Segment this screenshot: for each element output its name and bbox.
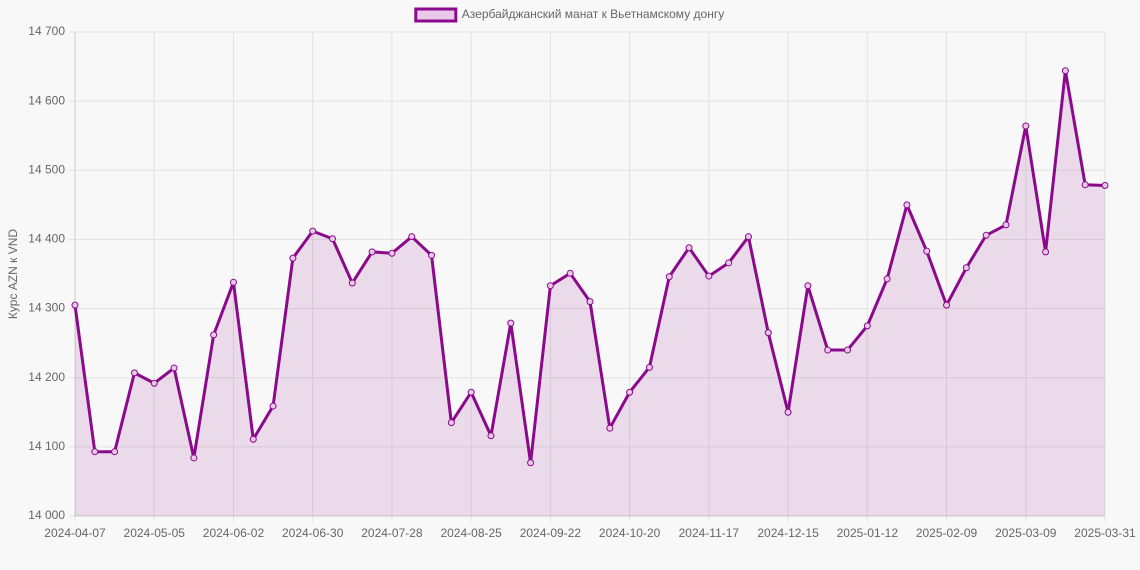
point	[923, 247, 931, 255]
point	[606, 424, 614, 432]
point	[962, 264, 970, 272]
legend-swatch	[414, 7, 458, 23]
point	[348, 279, 356, 287]
point	[507, 319, 515, 327]
x-tick-label: 2024-07-28	[361, 526, 423, 540]
point	[982, 231, 990, 239]
x-tick-label: 2025-03-09	[995, 526, 1057, 540]
x-tick-label: 2024-09-22	[520, 526, 582, 540]
point	[764, 329, 772, 337]
point	[170, 364, 178, 372]
point	[725, 259, 733, 267]
point	[249, 435, 257, 443]
point	[626, 388, 634, 396]
point	[1002, 221, 1010, 229]
point	[824, 346, 832, 354]
point	[111, 448, 119, 456]
point	[269, 402, 277, 410]
point	[210, 331, 218, 339]
x-tick-label: 2024-12-15	[757, 526, 819, 540]
x-tick-label: 2024-04-07	[44, 526, 106, 540]
point	[1022, 122, 1030, 130]
y-axis-title: Курс AZN к VND	[6, 229, 20, 319]
point	[1042, 248, 1050, 256]
y-tick-label: 14 700	[28, 24, 65, 38]
point	[1101, 181, 1109, 189]
x-tick-label: 2025-02-09	[916, 526, 978, 540]
point	[744, 233, 752, 241]
point	[329, 235, 336, 243]
point	[943, 301, 951, 309]
point	[91, 448, 99, 456]
area	[75, 70, 1105, 516]
point	[150, 379, 158, 387]
point	[289, 254, 297, 262]
point	[685, 244, 693, 252]
point	[645, 363, 653, 371]
point	[190, 454, 198, 462]
y-tick-label: 14 200	[28, 370, 65, 384]
point	[566, 269, 574, 277]
point	[903, 201, 911, 209]
x-tick-label: 2024-05-05	[124, 526, 186, 540]
point	[705, 272, 713, 280]
legend-label: Азербайджанский манат к Вьетнамскому дон…	[462, 7, 724, 21]
point	[467, 388, 475, 396]
point	[844, 346, 851, 354]
y-tick-label: 14 100	[28, 439, 65, 453]
x-tick-label: 2024-08-25	[440, 526, 502, 540]
point	[71, 301, 79, 309]
point	[863, 322, 871, 330]
x-tick-label: 2025-03-31	[1074, 526, 1136, 540]
point	[883, 275, 891, 283]
point	[527, 459, 535, 467]
y-tick-label: 14 500	[28, 162, 65, 176]
point	[804, 282, 812, 290]
point	[447, 419, 455, 427]
point	[309, 227, 317, 235]
point	[388, 249, 396, 257]
y-tick-label: 14 400	[28, 232, 65, 246]
point	[408, 233, 416, 241]
point	[1081, 181, 1089, 189]
y-tick-label: 14 000	[28, 508, 65, 522]
point	[665, 273, 673, 281]
x-tick-label: 2024-06-30	[282, 526, 344, 540]
point	[546, 282, 554, 290]
point	[428, 251, 436, 259]
x-tick-label: 2024-11-17	[679, 526, 740, 540]
point	[368, 248, 376, 256]
y-tick-label: 14 600	[28, 93, 65, 107]
x-tick-label: 2024-10-20	[599, 526, 661, 540]
point	[586, 298, 594, 306]
point	[784, 408, 792, 416]
x-tick-label: 2025-01-12	[837, 526, 899, 540]
x-tick-label: 2024-06-02	[203, 526, 265, 540]
point	[229, 278, 237, 286]
point	[487, 432, 495, 440]
point	[130, 369, 138, 377]
y-tick-label: 14 300	[28, 301, 65, 315]
point	[1061, 67, 1069, 75]
